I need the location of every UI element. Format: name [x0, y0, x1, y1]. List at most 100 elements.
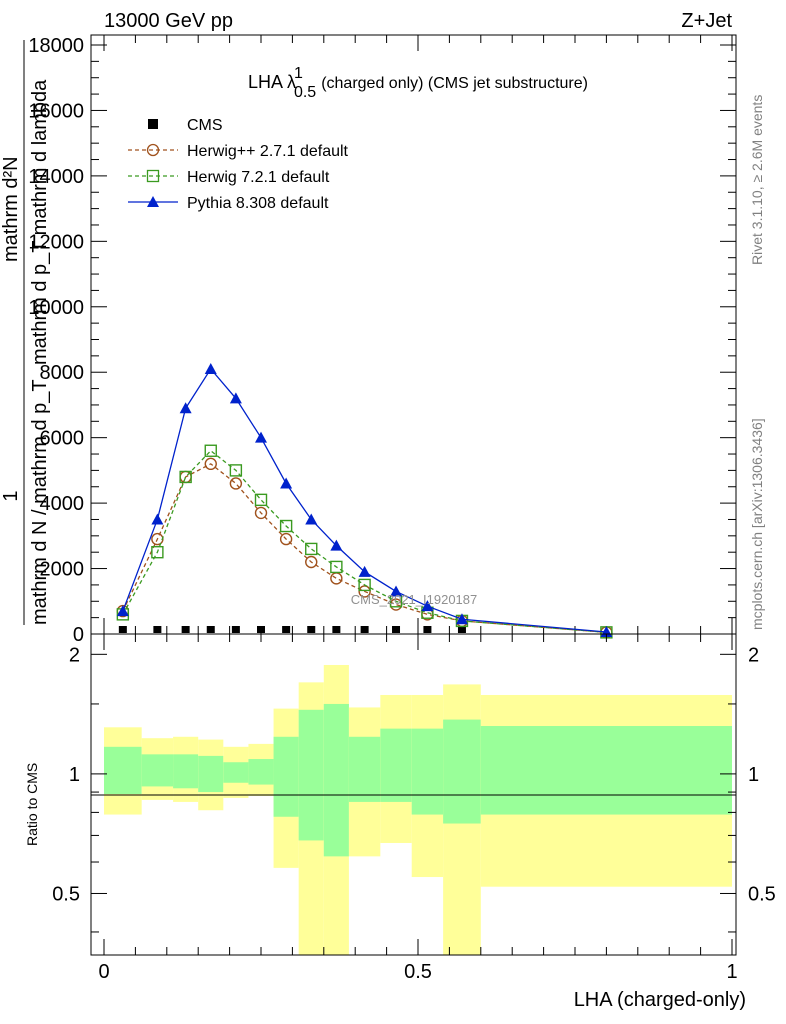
energy-label: 13000 GeV pp: [104, 10, 233, 32]
main-ytick-label: 2000: [40, 559, 85, 581]
ratio-band-inner: [411, 728, 444, 815]
legend-label-pythia: Pythia 8.308 default: [187, 195, 329, 212]
data-point: [457, 626, 466, 633]
data-point: [181, 626, 190, 633]
data-point: [279, 519, 293, 533]
main-ytick-label: 16000: [28, 100, 84, 122]
main-ytick-label: 12000: [28, 231, 84, 253]
ratio-plot-frame: [90, 633, 737, 956]
ylabel-dndpt: mathrm d N / mathrm d p_T: [29, 379, 51, 625]
xtick-label: 0: [98, 961, 109, 983]
legend-entry-pythia: Pythia 8.308 default: [128, 195, 329, 212]
title-rest: (charged only) (CMS jet substructure): [321, 75, 588, 92]
data-point: [330, 560, 343, 574]
ratio-ytick-label-right: 0.5: [748, 883, 776, 905]
data-point: [153, 626, 162, 633]
ratio-band-inner: [380, 728, 412, 802]
ratio-band-inner: [348, 736, 381, 802]
data-point: [330, 539, 343, 551]
ratio-ytick-label-left: 0.5: [52, 883, 80, 905]
data-point: [254, 493, 268, 507]
data-point: [279, 532, 293, 546]
data-point: [204, 457, 217, 471]
main-axis-ticks: 0 2000 4000 6000 8000 10000 12000 14000 16000 180…: [28, 35, 736, 646]
title-sup: 1: [294, 65, 303, 82]
main-ylabel: 1 mathrm d N / mathrm d p_T mathrm d²N m…: [0, 40, 51, 625]
ratio-ytick-label-left: 1: [69, 764, 80, 786]
mcplots-label: mcplots.cern.ch [arXiv:1306.3436]: [749, 418, 765, 630]
ratio-band-inner: [104, 746, 142, 794]
ratio-band-inner: [173, 754, 199, 789]
data-point: [151, 513, 164, 525]
data-point: [305, 513, 318, 525]
main-ytick-label: 14000: [28, 166, 84, 188]
data-point: [390, 585, 403, 597]
rivet-version-label: Rivet 3.1.10, ≥ 2.6M events: [749, 95, 765, 265]
data-point: [307, 626, 316, 633]
legend-label-herwigpp: Herwig++ 2.7.1 default: [187, 143, 349, 160]
ratio-axis-ticks: 0.5 0.5 1 1 2 2 0 0.5 1: [52, 634, 776, 983]
data-point: [255, 431, 267, 443]
main-ytick-label: 6000: [40, 428, 85, 450]
ratio-band-inner: [323, 703, 349, 857]
data-point: [118, 626, 127, 633]
data-point: [358, 578, 371, 592]
data-point: [206, 626, 215, 633]
legend-entry-herwigpp: Herwig++ 2.7.1 default: [128, 143, 349, 160]
series-pythia-8-308-default: [116, 362, 613, 638]
title-lha: LHA λ: [248, 72, 296, 92]
data-point: [231, 626, 240, 633]
data-point: [392, 626, 401, 633]
main-series: [116, 362, 613, 639]
series-line: [122, 463, 607, 634]
legend: CMS Herwig++ 2.7.1 default Herwig 7.2.1 …: [128, 117, 349, 212]
data-point: [229, 464, 243, 477]
xtick-label: 0.5: [404, 961, 432, 983]
ratio-band-inner: [480, 725, 732, 815]
ratio-ytick-label-right: 2: [748, 644, 759, 666]
main-ytick-label: 18000: [28, 35, 84, 57]
data-point: [421, 600, 434, 612]
main-ytick-label: 8000: [40, 362, 85, 384]
data-point: [179, 402, 192, 414]
ratio-ylabel: Ratio to CMS: [24, 763, 40, 846]
series-herwig-7-2-1-default: [116, 444, 613, 639]
data-point: [330, 572, 343, 585]
data-point: [229, 392, 242, 404]
data-point: [116, 605, 129, 617]
data-point: [151, 545, 164, 559]
legend-label-herwig7: Herwig 7.2.1 default: [187, 169, 330, 186]
legend-entry-cms: CMS: [148, 117, 223, 134]
data-point: [229, 477, 243, 490]
legend-label-cms: CMS: [187, 117, 223, 134]
series-herwig-2-7-1-default: [116, 457, 613, 639]
analysis-watermark: CMS_2021_I1920187: [351, 592, 478, 607]
data-point: [455, 613, 468, 625]
ylabel-fraction-denominator: mathrm d p_T mathrm d lambda: [29, 79, 51, 365]
data-point: [254, 506, 268, 520]
data-point: [151, 532, 164, 546]
ratio-band-inner: [443, 719, 481, 824]
series-cms: [118, 626, 466, 633]
ratio-band-inner: [298, 709, 324, 841]
data-point: [257, 626, 265, 633]
ratio-band-inner: [248, 759, 274, 785]
ylabel-fraction-numerator: mathrm d²N: [0, 156, 22, 262]
data-point: [332, 626, 341, 633]
data-point: [360, 626, 369, 633]
ratio-band-inner: [223, 762, 249, 783]
ratio-bands: [104, 664, 732, 955]
data-point: [282, 626, 291, 633]
xaxis-label: LHA (charged-only): [574, 989, 746, 1011]
main-title: LHA λ1 0.5 (charged only) (CMS jet substru…: [248, 65, 588, 101]
process-label: Z+Jet: [681, 10, 732, 32]
ratio-band-inner: [273, 736, 299, 817]
data-point: [179, 470, 192, 484]
data-point: [280, 477, 293, 489]
data-point: [358, 565, 371, 577]
ylabel-one: 1: [0, 490, 22, 501]
main-ytick-label: 4000: [40, 493, 85, 515]
main-ytick-label: 0: [73, 624, 84, 646]
main-ytick-label: 10000: [28, 297, 84, 319]
